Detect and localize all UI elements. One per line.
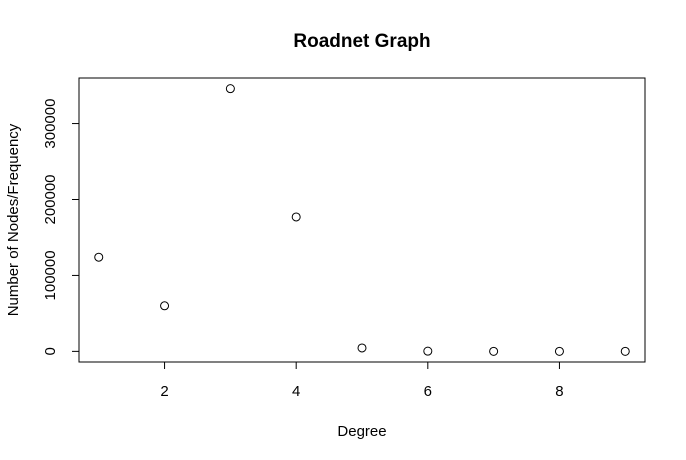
x-tick-label: 8 <box>555 383 563 400</box>
x-tick-label: 6 <box>424 383 432 400</box>
plot-area <box>78 77 646 363</box>
y-axis: 0 100000 200000 300000 <box>42 99 80 356</box>
data-point <box>620 346 630 356</box>
y-axis-label: Number of Nodes/Frequency <box>5 123 22 316</box>
y-tick-label: 200000 <box>42 174 59 224</box>
x-axis-label: Degree <box>337 423 386 440</box>
y-tick-label: 100000 <box>42 250 59 300</box>
data-point <box>160 301 170 311</box>
chart-title: Roadnet Graph <box>293 31 430 52</box>
x-tick-label: 4 <box>292 383 300 400</box>
data-point <box>423 346 433 356</box>
y-tick-label: 300000 <box>42 99 59 149</box>
data-point <box>554 346 564 356</box>
y-tick-label: 0 <box>42 347 59 355</box>
data-points <box>94 84 630 356</box>
x-tick-label: 2 <box>160 383 168 400</box>
data-point <box>357 343 367 353</box>
data-point <box>94 252 104 262</box>
data-point <box>291 212 301 222</box>
x-axis: 2 4 6 8 <box>160 361 564 400</box>
data-point <box>225 84 235 94</box>
data-point <box>489 346 499 356</box>
